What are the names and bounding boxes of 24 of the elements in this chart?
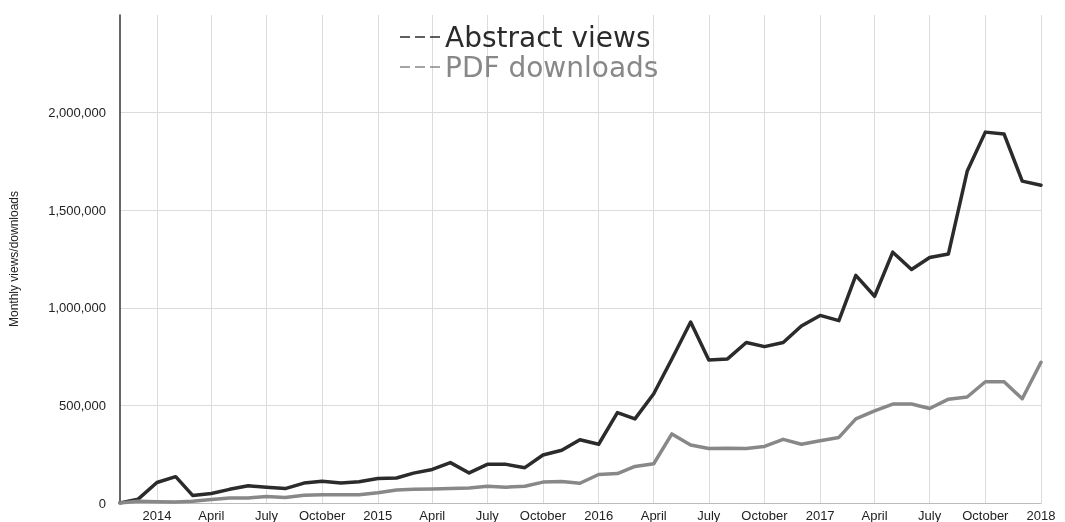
y-tick-label: 500,000 [59, 397, 106, 413]
x-tick-label: April [419, 508, 446, 522]
x-tick-label: July [918, 508, 942, 522]
y-tick-label: 1,500,000 [48, 202, 106, 218]
x-tick-label: July [475, 508, 500, 522]
x-tick-label: 2014 [142, 508, 172, 522]
x-tick-label: October [519, 508, 567, 522]
x-tick-label: July [254, 508, 279, 522]
x-tick-label: 2016 [584, 508, 614, 522]
x-tick-label: April [198, 508, 225, 522]
x-tick-label: April [640, 508, 667, 522]
y-tick-label: 1,000,000 [48, 300, 106, 316]
y-tick-label: 2,000,000 [48, 105, 106, 121]
x-tick-label: July [697, 508, 721, 522]
y-tick-label: 0 [98, 495, 106, 511]
x-tick-label: 2017 [805, 508, 835, 522]
y-axis-title: Monthly views/downloads [7, 190, 21, 328]
x-tick-label: 2018 [1026, 508, 1056, 522]
x-tick-label: April [861, 508, 888, 522]
x-tick-label: October [298, 508, 346, 522]
x-tick-label: October [962, 508, 1010, 522]
line-series [118, 360, 1043, 505]
x-tick-label: October [741, 508, 789, 522]
x-tick-label: 2015 [363, 508, 393, 522]
